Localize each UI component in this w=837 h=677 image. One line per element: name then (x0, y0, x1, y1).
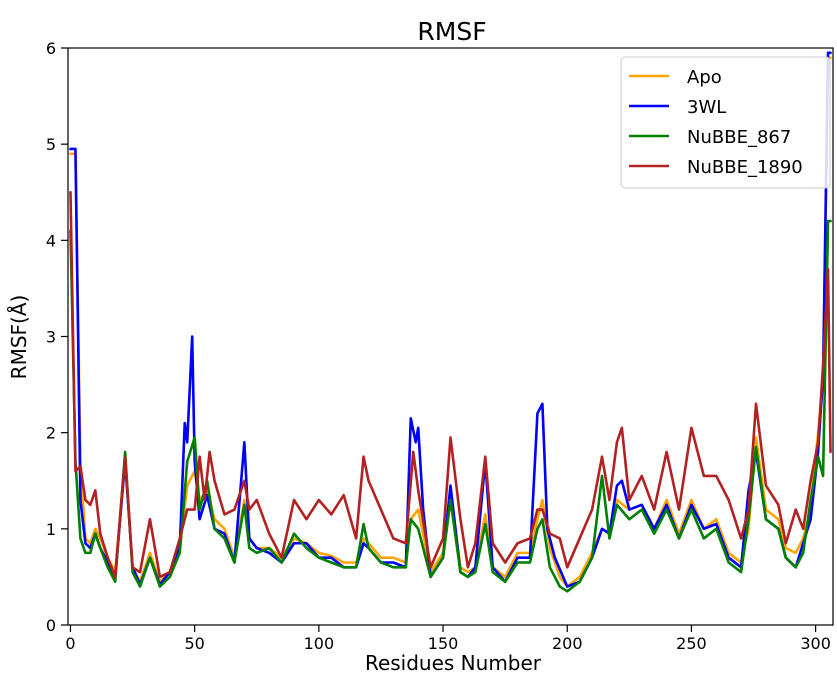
chart-title: RMSF (417, 17, 486, 46)
y-axis-label: RMSF(Å) (7, 295, 31, 380)
y-tick-label: 0 (46, 616, 56, 635)
legend: Apo 3WL NuBBE_867 NuBBE_1890 (620, 56, 831, 189)
x-tick-label: 200 (552, 634, 583, 653)
x-tick-label: 150 (428, 634, 459, 653)
y-axis-ticks: 0 1 2 3 4 5 6 (46, 39, 68, 635)
x-axis-ticks: 0 50 100 150 200 250 300 (65, 625, 831, 653)
y-tick-label: 1 (46, 520, 56, 539)
y-tick-label: 3 (46, 328, 56, 347)
legend-box (620, 56, 831, 189)
legend-label-apo: Apo (687, 67, 722, 88)
series-line-nubbe-867 (69, 219, 832, 593)
plot-area (67, 47, 834, 626)
series-lines (69, 51, 832, 593)
x-tick-label: 300 (800, 634, 831, 653)
x-tick-label: 50 (184, 634, 204, 653)
y-tick-label: 5 (46, 135, 56, 154)
x-tick-label: 0 (65, 634, 75, 653)
series-line-3wl (69, 51, 832, 588)
legend-label-nubbe-867: NuBBE_867 (687, 127, 791, 148)
y-tick-label: 6 (46, 39, 56, 58)
legend-label-nubbe-1890: NuBBE_1890 (687, 157, 803, 178)
x-tick-label: 100 (304, 634, 335, 653)
x-tick-label: 250 (676, 634, 707, 653)
x-axis-label: Residues Number (365, 651, 542, 675)
legend-label-3wl: 3WL (687, 97, 726, 118)
y-tick-label: 4 (46, 231, 56, 250)
y-tick-label: 2 (46, 424, 56, 443)
series-line-nubbe-1890 (69, 190, 832, 579)
